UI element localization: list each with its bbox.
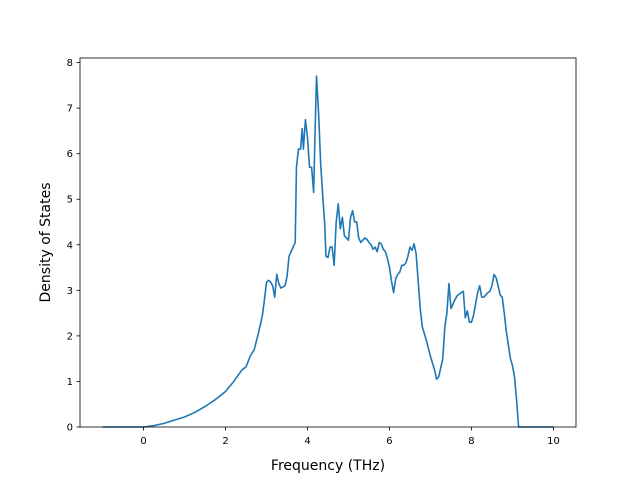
x-axis-label: Frequency (THz) (271, 458, 385, 474)
y-axis-label: Density of States (38, 183, 54, 303)
y-tick-label: 3 (67, 286, 73, 297)
y-tick-label: 5 (67, 195, 73, 206)
y-tick-label: 4 (67, 240, 73, 251)
x-tick-label: 0 (140, 436, 146, 447)
x-tick-label: 10 (547, 436, 560, 447)
y-tick-label: 0 (67, 423, 73, 434)
x-tick-label: 8 (468, 436, 474, 447)
y-tick-label: 2 (67, 331, 73, 342)
dos-series-line (102, 75, 554, 428)
y-tick-label: 6 (67, 149, 73, 160)
x-tick-label: 2 (222, 436, 228, 447)
x-axis-ticks: 0 2 4 6 8 10 (140, 427, 560, 447)
x-tick-label: 6 (386, 436, 392, 447)
y-axis-ticks: 0 1 2 3 4 5 6 7 8 (67, 58, 80, 434)
y-tick-label: 7 (67, 104, 73, 115)
plot-area (102, 75, 554, 428)
y-tick-label: 8 (67, 58, 73, 69)
y-tick-label: 1 (67, 377, 73, 388)
plot-frame (79, 57, 577, 428)
x-tick-label: 4 (304, 436, 310, 447)
